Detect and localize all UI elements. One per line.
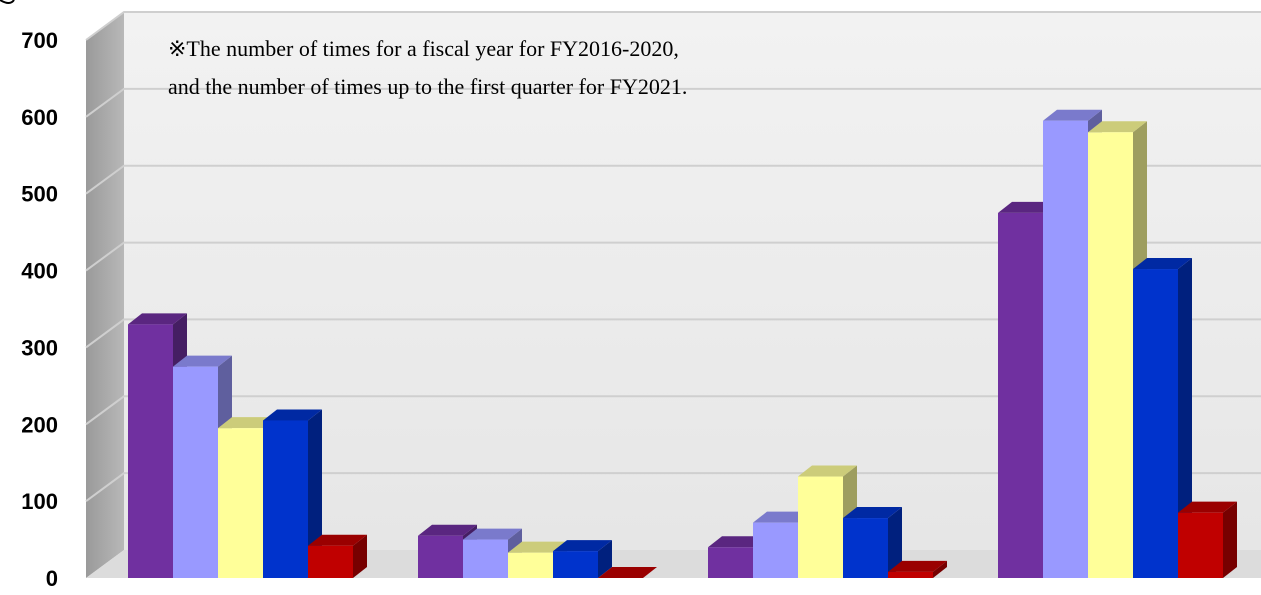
bar — [598, 567, 657, 578]
bar — [553, 540, 612, 578]
bar — [463, 528, 522, 578]
y-tick-label: 400 — [21, 259, 58, 284]
y-tick-label: 500 — [21, 182, 58, 207]
y-tick-label: 600 — [21, 105, 58, 130]
gridline — [85, 11, 1261, 41]
gridline — [85, 395, 1261, 426]
bar — [1133, 258, 1192, 578]
y-axis-tick-labels: 0 100 200 300 400 500 600 700 — [21, 28, 58, 591]
gridline — [85, 472, 1261, 502]
annotation-line-1: ※The number of times for a fiscal year f… — [168, 36, 679, 61]
annotation-line-2: and the number of times up to the first … — [168, 74, 687, 99]
gridline — [85, 241, 1261, 272]
y-tick-label: 100 — [21, 489, 58, 514]
bar — [308, 534, 367, 578]
corner-mark — [0, 0, 15, 4]
bar — [843, 507, 902, 578]
chart-floor — [86, 550, 1261, 578]
bar — [1178, 501, 1237, 578]
bar — [888, 560, 947, 578]
y-tick-label: 300 — [21, 335, 58, 360]
gridline — [85, 87, 1261, 118]
chart-side-wall — [86, 12, 124, 578]
y-tick-label: 700 — [21, 28, 58, 53]
gridline — [85, 164, 1261, 195]
gridline — [85, 318, 1261, 349]
bar — [263, 409, 322, 578]
y-tick-label: 0 — [46, 566, 58, 591]
bars — [128, 109, 1237, 578]
y-tick-label: 200 — [21, 412, 58, 437]
gridlines — [85, 11, 1261, 502]
